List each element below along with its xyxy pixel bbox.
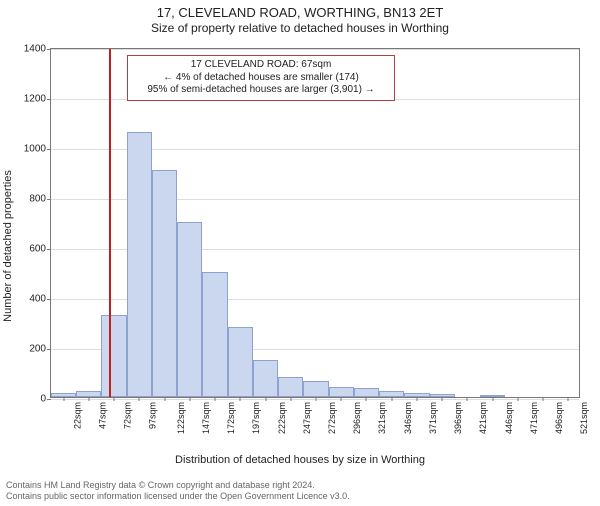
- xtick-mark: [366, 397, 367, 401]
- histogram-bar: [303, 381, 328, 397]
- xtick-mark: [114, 397, 115, 401]
- xtick-label: 496sqm: [554, 402, 564, 434]
- xtick-label: 122sqm: [176, 402, 186, 434]
- xtick-label: 446sqm: [504, 402, 514, 434]
- xtick-mark: [568, 397, 569, 401]
- footer-line-1: Contains HM Land Registry data © Crown c…: [6, 480, 594, 491]
- xtick-mark: [63, 397, 64, 401]
- ytick-label: 200: [29, 344, 51, 355]
- xtick-label: 47sqm: [97, 402, 107, 429]
- xtick-label: 72sqm: [123, 402, 133, 429]
- xtick-mark: [164, 397, 165, 401]
- xtick-mark: [391, 397, 392, 401]
- xtick-mark: [215, 397, 216, 401]
- xtick-label: 396sqm: [453, 402, 463, 434]
- ytick-label: 400: [29, 294, 51, 305]
- xtick-mark: [416, 397, 417, 401]
- x-axis-label: Distribution of detached houses by size …: [175, 454, 425, 466]
- property-marker-line: [109, 49, 111, 397]
- xtick-label: 172sqm: [226, 402, 236, 434]
- chart-container: { "title": "17, CLEVELAND ROAD, WORTHING…: [0, 6, 600, 506]
- histogram-bar: [253, 360, 278, 398]
- xtick-label: 321sqm: [377, 402, 387, 434]
- ytick-label: 600: [29, 244, 51, 255]
- chart-subtitle: Size of property relative to detached ho…: [0, 22, 600, 35]
- xtick-label: 247sqm: [302, 402, 312, 434]
- annotation-line: ← 4% of detached houses are smaller (174…: [134, 72, 388, 85]
- histogram-bar: [278, 377, 303, 397]
- xtick-mark: [442, 397, 443, 401]
- xtick-mark: [265, 397, 266, 401]
- xtick-mark: [139, 397, 140, 401]
- annotation-line: 95% of semi-detached houses are larger (…: [134, 84, 388, 97]
- xtick-label: 521sqm: [579, 402, 589, 434]
- xtick-label: 421sqm: [478, 402, 488, 434]
- xtick-mark: [543, 397, 544, 401]
- histogram-bar: [177, 222, 202, 397]
- annotation-line: 17 CLEVELAND ROAD: 67sqm: [134, 59, 388, 72]
- ytick-label: 800: [29, 194, 51, 205]
- xtick-mark: [316, 397, 317, 401]
- xtick-label: 197sqm: [251, 402, 261, 434]
- ytick-label: 0: [40, 394, 51, 405]
- histogram-bar: [354, 388, 379, 397]
- xtick-mark: [467, 397, 468, 401]
- histogram-bar: [329, 387, 354, 397]
- ytick-label: 1400: [24, 44, 51, 55]
- xtick-mark: [517, 397, 518, 401]
- xtick-label: 222sqm: [277, 402, 287, 434]
- xtick-label: 147sqm: [201, 402, 211, 434]
- histogram-bar: [228, 327, 253, 397]
- ytick-label: 1200: [24, 94, 51, 105]
- histogram-bar: [152, 170, 177, 398]
- xtick-mark: [341, 397, 342, 401]
- histogram-bar: [202, 272, 227, 397]
- xtick-label: 97sqm: [148, 402, 158, 429]
- y-axis-label: Number of detached properties: [2, 170, 14, 322]
- footer-line-2: Contains public sector information licen…: [6, 491, 594, 502]
- xtick-mark: [290, 397, 291, 401]
- annotation-box: 17 CLEVELAND ROAD: 67sqm← 4% of detached…: [127, 55, 395, 101]
- histogram-bar: [127, 132, 152, 397]
- xtick-label: 272sqm: [327, 402, 337, 434]
- xtick-label: 22sqm: [72, 402, 82, 429]
- chart-footer: Contains HM Land Registry data © Crown c…: [6, 480, 594, 502]
- ytick-label: 1000: [24, 144, 51, 155]
- xtick-mark: [492, 397, 493, 401]
- plot-area: 020040060080010001200140022sqm47sqm72sqm…: [50, 48, 580, 398]
- gridline: [51, 49, 579, 50]
- histogram-bar: [101, 315, 126, 398]
- xtick-label: 371sqm: [428, 402, 438, 434]
- xtick-mark: [88, 397, 89, 401]
- xtick-mark: [189, 397, 190, 401]
- xtick-label: 296sqm: [352, 402, 362, 434]
- xtick-label: 471sqm: [529, 402, 539, 434]
- chart-title: 17, CLEVELAND ROAD, WORTHING, BN13 2ET: [0, 6, 600, 20]
- histogram-plot: 020040060080010001200140022sqm47sqm72sqm…: [50, 48, 580, 398]
- xtick-label: 346sqm: [403, 402, 413, 434]
- xtick-mark: [240, 397, 241, 401]
